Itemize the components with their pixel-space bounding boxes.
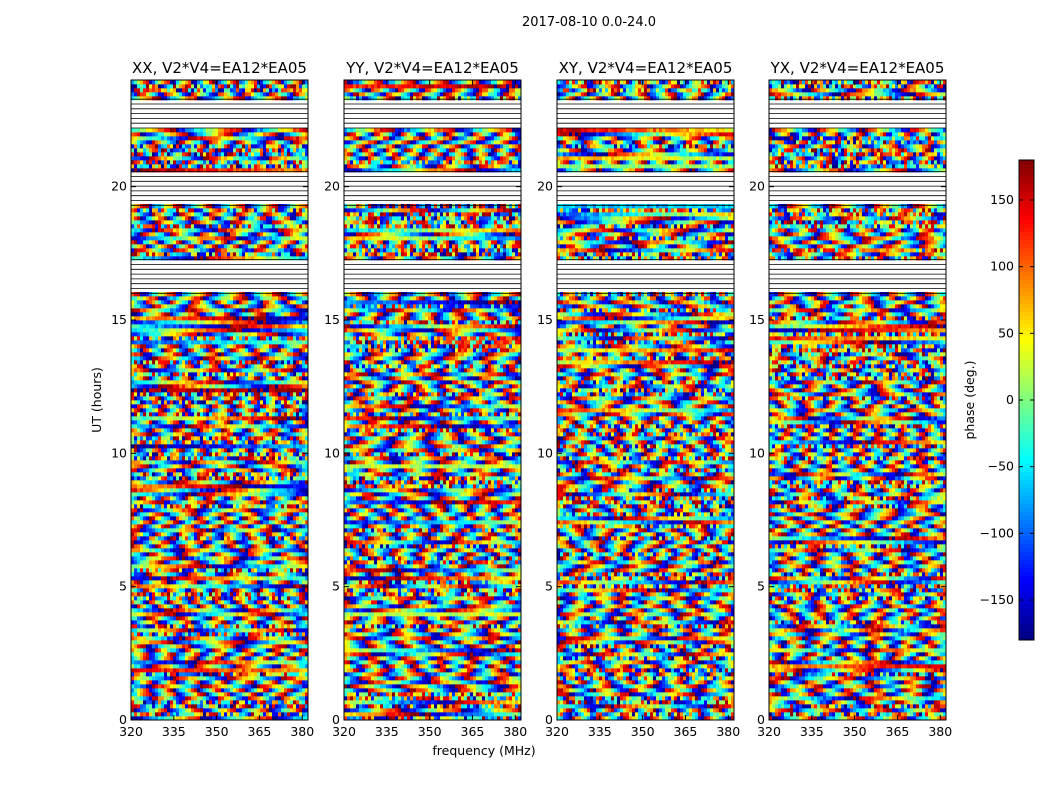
x-axis-label: frequency (MHz) — [432, 743, 535, 758]
panels: XX, V2*V4=EA12*EA05 320 335 350 365 380 0 5 10 15… — [111, 59, 952, 739]
y-tick-label: 10 — [324, 445, 340, 460]
y-tick-label: 20 — [324, 179, 340, 194]
x-tick-label: 380 — [290, 724, 314, 739]
y-tick-label: 5 — [119, 579, 127, 594]
panel-title: XY, V2*V4=EA12*EA05 — [559, 59, 733, 77]
phase-heatmap — [344, 80, 522, 721]
x-tick-label: 320 — [757, 724, 781, 739]
x-tick-label: 335 — [588, 724, 612, 739]
x-tick-label: 380 — [928, 724, 952, 739]
colorbar: 150 100 50 0 −50 −100 −150 — [980, 159, 1035, 641]
panel-frame — [768, 79, 947, 721]
y-tick-label: 10 — [749, 445, 765, 460]
phase-heatmap — [557, 80, 735, 721]
colorbar-tick-label: −100 — [980, 525, 1014, 540]
colorbar-tick-label: −150 — [980, 592, 1014, 607]
panel-frame — [556, 79, 735, 721]
y-tick-label: 15 — [537, 312, 553, 327]
y-tick-label: 0 — [757, 712, 765, 727]
chart-suptitle: 2017-08-10 0.0-24.0 — [522, 15, 656, 30]
y-axis-label: UT (hours) — [89, 367, 104, 433]
y-tick-label: 20 — [749, 179, 765, 194]
panel-title: YY, V2*V4=EA12*EA05 — [345, 59, 519, 77]
x-tick-label: 320 — [545, 724, 569, 739]
x-tick-label: 380 — [716, 724, 740, 739]
y-tick-label: 20 — [537, 179, 553, 194]
y-tick-label: 20 — [111, 179, 127, 194]
y-tick-label: 0 — [332, 712, 340, 727]
panel-4: YX, V2*V4=EA12*EA05 320 335 350 365 380 0 5 10 15… — [749, 59, 952, 739]
x-tick-label: 380 — [503, 724, 527, 739]
colorbar-tick-label: 0 — [1006, 392, 1014, 407]
x-tick-label: 350 — [418, 724, 442, 739]
x-tick-label: 350 — [631, 724, 655, 739]
colorbar-tick-label: 50 — [998, 325, 1014, 340]
panel-title: XX, V2*V4=EA12*EA05 — [132, 59, 307, 77]
panel-1: XX, V2*V4=EA12*EA05 320 335 350 365 380 0 5 10 15… — [111, 59, 314, 739]
y-tick-label: 0 — [119, 712, 127, 727]
colorbar-tick-label: 100 — [990, 259, 1014, 274]
x-tick-label: 365 — [461, 724, 485, 739]
y-tick-label: 15 — [111, 312, 127, 327]
panel-3: XY, V2*V4=EA12*EA05 320 335 350 365 380 0 5 10 15… — [537, 59, 740, 739]
colorbar-label: phase (deg.) — [962, 361, 977, 440]
colorbar-tick-label: 150 — [990, 192, 1014, 207]
panel-title: YX, V2*V4=EA12*EA05 — [770, 59, 945, 77]
x-tick-label: 350 — [205, 724, 229, 739]
x-tick-label: 335 — [162, 724, 186, 739]
y-tick-label: 5 — [545, 579, 553, 594]
x-tick-label: 320 — [119, 724, 143, 739]
y-tick-label: 5 — [757, 579, 765, 594]
y-tick-label: 10 — [537, 445, 553, 460]
y-tick-label: 0 — [545, 712, 553, 727]
y-tick-label: 15 — [324, 312, 340, 327]
y-tick-label: 10 — [111, 445, 127, 460]
y-tick-label: 5 — [332, 579, 340, 594]
phase-heatmap — [769, 80, 947, 721]
x-tick-label: 365 — [248, 724, 272, 739]
colorbar-tick-label: −50 — [988, 459, 1014, 474]
x-tick-label: 365 — [674, 724, 698, 739]
x-tick-label: 365 — [886, 724, 910, 739]
phase-heatmap — [131, 80, 309, 721]
y-tick-label: 15 — [749, 312, 765, 327]
panel-2: YY, V2*V4=EA12*EA05 320 335 350 365 380 0 5 10 15… — [324, 59, 527, 739]
x-tick-label: 320 — [332, 724, 356, 739]
panel-frame — [130, 79, 309, 721]
panel-frame — [343, 79, 522, 721]
x-tick-label: 335 — [375, 724, 399, 739]
x-tick-label: 335 — [800, 724, 824, 739]
x-tick-label: 350 — [843, 724, 867, 739]
